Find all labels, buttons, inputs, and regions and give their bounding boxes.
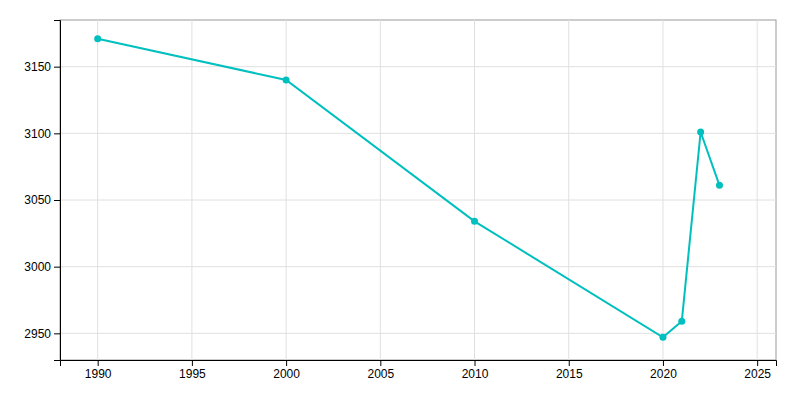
data-point [678,318,685,325]
data-line [98,39,720,338]
marks [94,35,723,341]
x-axis-tick-mark [192,360,193,366]
x-axis-tick-mark [380,360,381,366]
grid-line-x [191,20,192,360]
y-axis-tick-mark [54,133,60,134]
y-axis-tick: 2950 [24,327,60,341]
x-axis-tick: 1990 [85,360,112,381]
x-axis-tick-mark [663,360,664,366]
y-axis-tick-label: 2950 [24,327,51,341]
x-axis-tick-label: 2005 [367,367,394,381]
x-axis-tick: 1995 [179,360,206,381]
data-point [283,77,290,84]
chart-svg: 1990 1995 2000 2005 2010 2015 2020 2025 2950 3000… [0,0,800,400]
x-axis-tick: 2000 [273,360,300,381]
grid-line-y [60,66,776,67]
grid [60,20,776,360]
y-axis-tick-label: 3100 [24,127,51,141]
y-axis-tick: 3100 [24,127,60,141]
data-point [716,182,723,189]
x-axis-tick-label: 2010 [462,367,489,381]
y-axis-tick-mark [54,267,60,268]
grid-line-x [568,20,569,360]
plot-root: 1990 1995 2000 2005 2010 2015 2020 2025 2950 3000… [24,20,776,381]
x-axis-tick: 2015 [556,360,583,381]
x-axis-tick: 2025 [744,360,771,381]
grid-line-x [662,20,663,360]
x-axis: 1990 1995 2000 2005 2010 2015 2020 2025 [61,360,777,381]
x-axis-tick-label: 2000 [273,367,300,381]
y-axis-tick-label: 3000 [24,260,51,274]
x-axis-tick-label: 2015 [556,367,583,381]
chart-container: 1990 1995 2000 2005 2010 2015 2020 2025 2950 3000… [0,0,800,400]
x-axis-domain [61,361,777,367]
y-axis-domain [54,21,61,361]
grid-line-x [380,20,381,360]
grid-line-y [60,200,776,201]
x-axis-tick-mark [286,360,287,366]
grid-line-y [60,133,776,134]
x-axis-tick-label: 1995 [179,367,206,381]
y-axis-tick: 3050 [24,193,60,207]
x-axis-tick-label: 1990 [85,367,112,381]
x-axis-tick: 2020 [650,360,677,381]
y-axis-tick-label: 3050 [24,193,51,207]
y-axis-tick-label: 3150 [24,60,51,74]
x-axis-tick-label: 2020 [650,367,677,381]
x-axis-tick-mark [475,360,476,366]
data-point [659,334,666,341]
y-axis-tick: 3000 [24,260,60,274]
x-axis-tick-mark [569,360,570,366]
y-axis-tick-mark [54,333,60,334]
y-axis-tick-mark [54,67,60,68]
data-point [94,35,101,42]
x-axis-tick-mark [757,360,758,366]
y-axis-tick-mark [54,200,60,201]
grid-line-x [474,20,475,360]
grid-line-y [60,266,776,267]
data-point [471,218,478,225]
x-axis-tick-label: 2025 [744,367,771,381]
x-axis-tick-mark [98,360,99,366]
plot-frame [60,20,776,360]
grid-line-x [97,20,98,360]
x-axis-tick: 2010 [462,360,489,381]
grid-line-x [757,20,758,360]
y-axis: 2950 3000 3050 3100 3150 [24,21,60,361]
data-point [697,129,704,136]
x-axis-tick: 2005 [367,360,394,381]
y-axis-tick: 3150 [24,60,60,74]
grid-line-x [286,20,287,360]
